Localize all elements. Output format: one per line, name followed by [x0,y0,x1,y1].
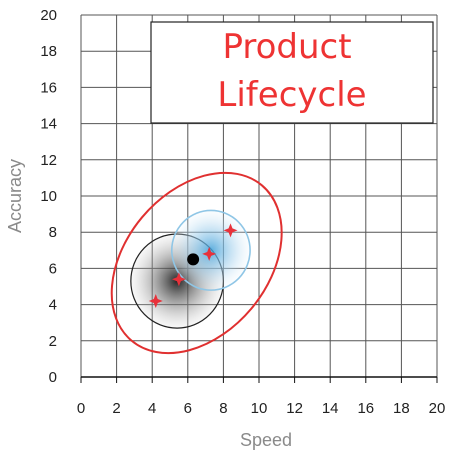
y-tick-label-6: 12 [40,152,57,169]
y-tick-label-8: 16 [40,79,57,96]
blue-cluster-disc [170,209,251,291]
data-points [148,223,238,308]
y-tick-label-1: 2 [49,333,57,350]
data-point-2 [202,246,217,261]
y-tick-label-9: 18 [40,43,57,60]
chart-title-line-1: Product [222,27,351,67]
x-tick-label-1: 2 [112,400,120,417]
chart-title-line-2: Lifecycle [217,75,366,115]
x-axis-label: Speed [240,430,292,450]
y-tick-label-4: 8 [49,224,57,241]
x-tick-label-0: 0 [77,400,85,417]
data-point-1 [171,272,186,287]
y-tick-label-5: 10 [40,188,57,205]
data-point-3 [223,223,238,238]
x-tick-label-9: 18 [393,400,410,417]
y-tick-label-10: 20 [40,7,57,24]
title-box [150,21,434,124]
center-point [187,253,200,266]
red-confidence-ellipse [110,171,283,355]
x-tick-label-3: 6 [184,400,192,417]
y-axis-label: Accuracy [5,159,25,233]
x-tick-label-2: 4 [148,400,156,417]
x-tick-label-4: 8 [219,400,227,417]
x-tick-label-6: 12 [286,400,303,417]
data-point-0 [148,293,163,308]
x-tick-label-7: 14 [322,400,339,417]
x-tick-label-10: 20 [429,400,446,417]
y-tick-label-2: 4 [49,297,57,314]
tick-labels: 0 2 4 6 8 10 12 14 16 18 20 0 2 4 6 8 10 12 14 16 18 20 [40,7,445,417]
y-tick-label-0: 0 [49,369,57,386]
y-tick-label-7: 14 [40,116,57,133]
x-tick-label-8: 16 [357,400,374,417]
x-tick-label-5: 10 [251,400,268,417]
y-tick-label-3: 6 [49,260,57,277]
